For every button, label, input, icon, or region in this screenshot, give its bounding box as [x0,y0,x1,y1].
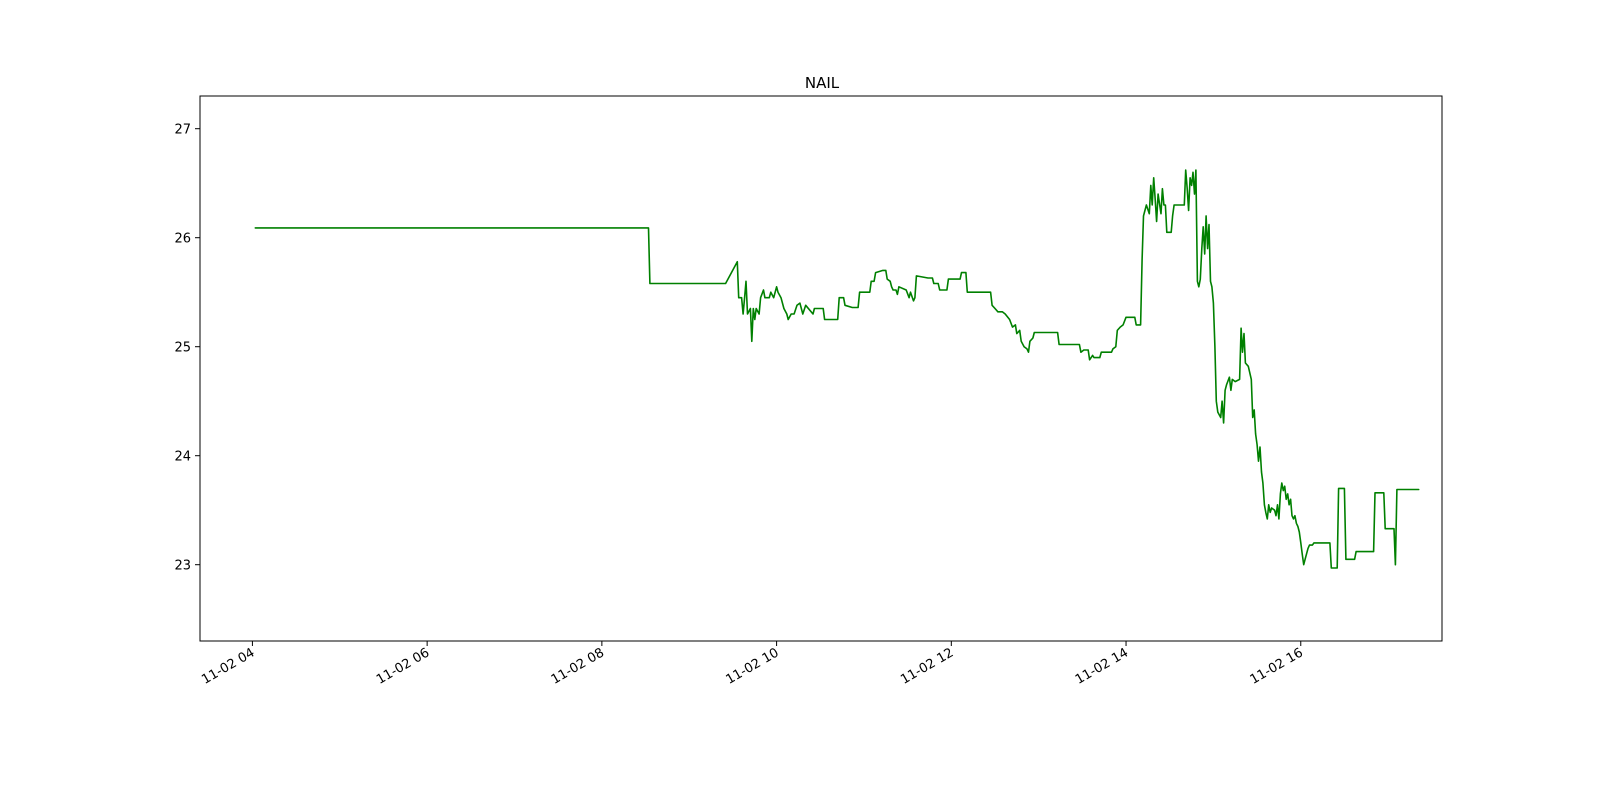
y-tick-label: 24 [174,450,191,465]
plot-frame [199,95,1443,642]
y-tick-label: 26 [174,232,191,247]
y-tick-label: 27 [174,123,191,138]
plot-area [254,169,1420,569]
chart-title: NAIL [805,74,840,92]
y-axis: 23 24 25 26 27 [174,123,200,574]
series-line-0 [254,169,1420,569]
y-tick-label: 23 [174,559,191,574]
y-tick-label: 25 [174,341,191,356]
